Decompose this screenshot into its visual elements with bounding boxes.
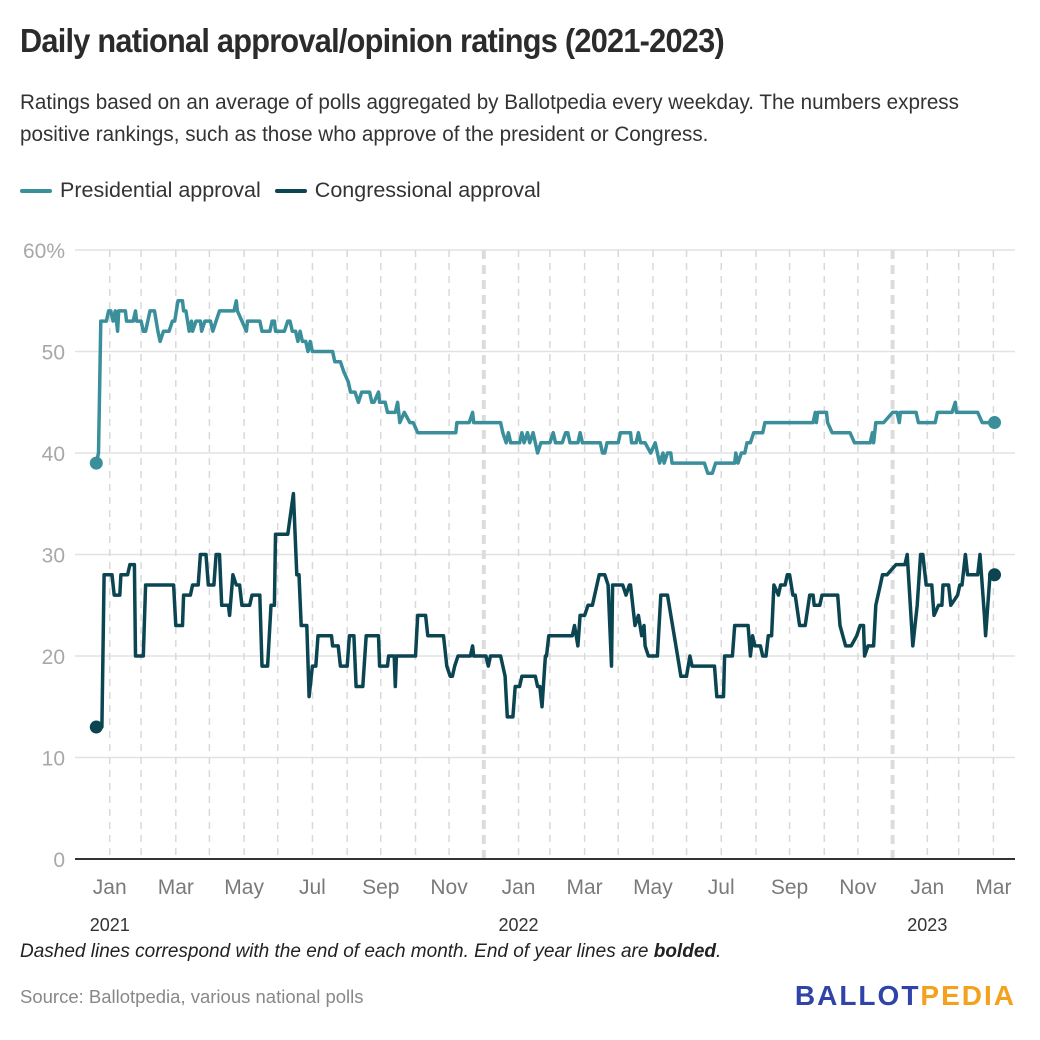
legend-item-presidential[interactable]: Presidential approval [20, 178, 261, 203]
legend-label-congressional: Congressional approval [314, 178, 541, 202]
y-tick-label: 40 [42, 443, 65, 466]
presidential-start-point [89, 456, 103, 470]
legend-swatch-congressional [274, 188, 307, 193]
y-tick-label: 10 [42, 748, 65, 771]
congressional-start-point [89, 720, 103, 734]
y-tick-label: 50 [42, 342, 65, 365]
x-tick-label: Mar [158, 876, 194, 899]
x-axis-labels: Jan 2021 Mar May Jul Sep Nov Jan 2022 Mar May Jul Se… [90, 876, 1012, 935]
chart-subtitle: Ratings based on an average of polls agg… [20, 90, 959, 146]
legend: Presidential approval Congressional appr… [20, 178, 555, 203]
x-year-label: 2023 [907, 915, 947, 935]
x-tick-label: Mar [975, 876, 1011, 899]
x-tick-label: Nov [839, 876, 877, 899]
month-end-lines [108, 250, 995, 859]
congressional-approval-line [94, 491, 997, 729]
presidential-end-point [988, 416, 1002, 430]
x-tick-label: Jan [910, 876, 944, 899]
x-tick-label: Jan [502, 876, 536, 899]
x-tick-label: Sep [771, 876, 808, 899]
x-tick-label: Jan [93, 876, 127, 899]
congressional-end-point [988, 568, 1002, 582]
x-tick-label: Jul [299, 876, 326, 899]
x-tick-label: Mar [567, 876, 603, 899]
logo-pedia: PEDIA [920, 980, 1016, 1011]
x-tick-label: Nov [430, 876, 468, 899]
chart-note: Dashed lines correspond with the end of … [20, 941, 721, 963]
x-tick-label: May [224, 876, 264, 899]
note-bold: bolded [653, 941, 716, 962]
note-suffix: . [716, 941, 722, 962]
legend-item-congressional[interactable]: Congressional approval [274, 178, 541, 203]
x-year-label: 2021 [90, 915, 130, 935]
x-year-label: 2022 [498, 915, 538, 935]
x-tick-label: Jul [708, 876, 735, 899]
source-note: Source: Ballotpedia, various national po… [20, 986, 364, 1007]
chart-title: Daily national approval/opinion ratings … [20, 22, 725, 59]
y-tick-label: 20 [42, 646, 65, 669]
y-axis-labels: 0 10 20 30 40 50 60% [23, 240, 65, 872]
legend-swatch-presidential [20, 188, 52, 193]
ballotpedia-logo: BALLOTPEDIA [795, 980, 1016, 1012]
logo-ballot: BALLOT [794, 980, 921, 1011]
y-tick-label: 30 [42, 545, 65, 568]
y-tick-label: 0 [53, 849, 65, 872]
series-lines [89, 299, 1002, 734]
legend-label-presidential: Presidential approval [60, 178, 261, 202]
presidential-approval-line [94, 299, 997, 476]
note-text: Dashed lines correspond with the end of … [20, 941, 654, 962]
y-tick-label: 60% [23, 240, 65, 263]
x-tick-label: May [633, 876, 673, 899]
x-tick-label: Sep [362, 876, 399, 899]
